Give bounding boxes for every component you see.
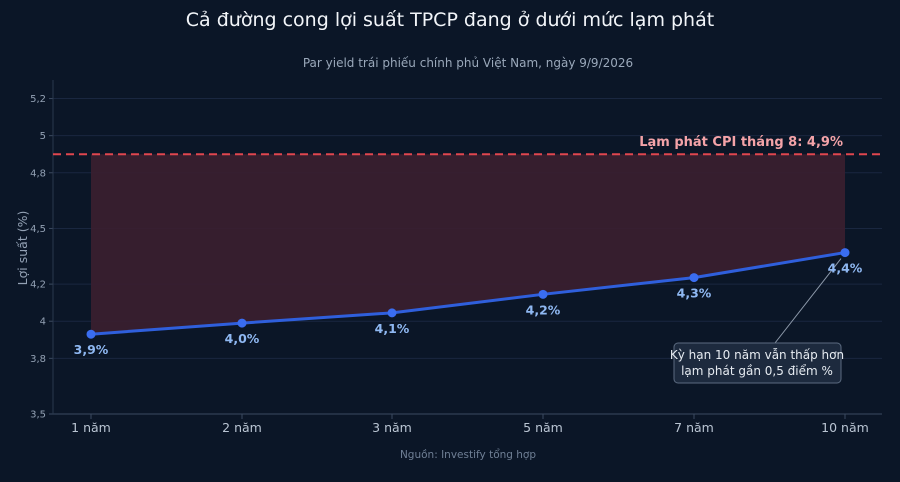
y-axis-ticks: 3,5 3,8 4 4,2 4,5 4,8 5 5,2: [30, 94, 53, 421]
data-label: 4,4%: [828, 261, 863, 276]
y-axis-label: Lợi suất (%): [15, 211, 30, 286]
y-tick-label: 3,8: [30, 354, 46, 365]
x-tick-label: 10 năm: [821, 420, 869, 435]
x-tick-label: 7 năm: [674, 420, 714, 435]
y-tick-label: 5,2: [30, 94, 46, 105]
yield-series-line: [90, 251, 846, 336]
annotation-line-2: lạm phát gần 0,5 điểm %: [681, 364, 833, 378]
data-labels: 3,9% 4,0% 4,1% 4,2% 4,3% 4,4%: [74, 261, 863, 358]
data-label: 3,9%: [74, 342, 109, 357]
y-tick-label: 4,5: [30, 224, 46, 235]
chart-title: Cả đường cong lợi suất TPCP đang ở dưới …: [186, 9, 714, 31]
data-point: [86, 329, 96, 339]
x-axis-ticks: 1 năm 2 năm 3 năm 5 năm 7 năm 10 năm: [71, 414, 869, 435]
x-tick-label: 2 năm: [222, 420, 262, 435]
data-point: [387, 308, 397, 318]
x-tick-label: 1 năm: [71, 420, 111, 435]
data-point: [689, 273, 699, 283]
data-label: 4,1%: [375, 321, 410, 336]
inflation-gap-area: [91, 154, 845, 335]
y-tick-label: 4,8: [30, 168, 46, 179]
data-point: [237, 318, 247, 328]
annotation-arrow: [774, 258, 842, 344]
chart-subtitle: Par yield trái phiếu chính phủ Việt Nam,…: [303, 56, 633, 70]
y-tick-label: 5: [40, 131, 46, 142]
chart-source: Nguồn: Investify tổng hợp: [400, 448, 536, 461]
x-tick-label: 3 năm: [372, 420, 412, 435]
x-tick-label: 5 năm: [523, 420, 563, 435]
data-label: 4,0%: [225, 331, 260, 346]
data-label: 4,3%: [677, 286, 712, 301]
data-point: [840, 248, 850, 258]
y-tick-label: 4,2: [30, 280, 46, 291]
data-label: 4,2%: [526, 302, 561, 317]
y-tick-label: 4: [40, 317, 46, 328]
annotation-line-1: Kỳ hạn 10 năm vẫn thấp hơn: [670, 348, 844, 362]
annotation-background: [673, 342, 842, 384]
inflation-reference-label: Lạm phát CPI tháng 8: 4,9%: [639, 135, 843, 150]
data-points: [86, 248, 850, 339]
annotation-box: Kỳ hạn 10 năm vẫn thấp hơn lạm phát gần …: [670, 342, 844, 384]
data-point: [538, 289, 548, 299]
y-tick-label: 3,5: [30, 410, 46, 421]
